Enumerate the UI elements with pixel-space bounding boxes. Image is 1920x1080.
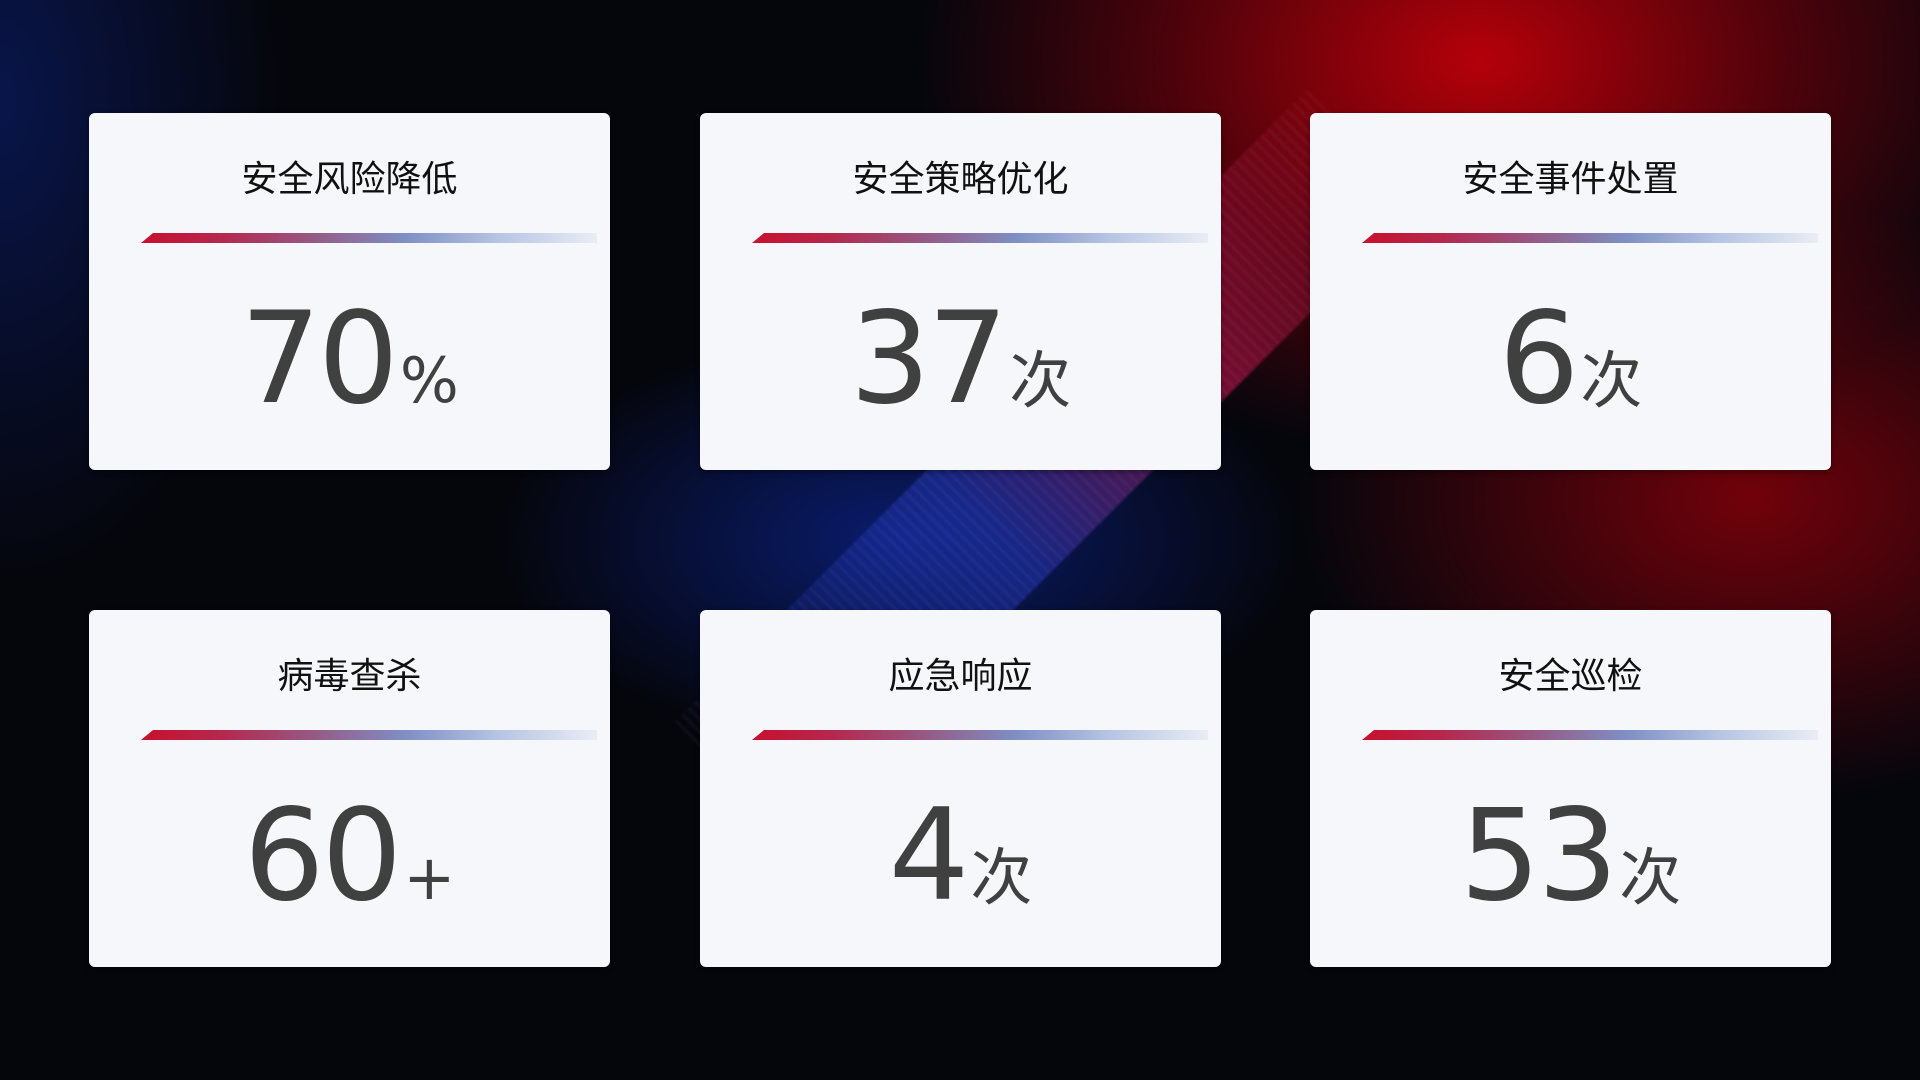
stat-value: 6 [1498, 284, 1580, 432]
gradient-divider [752, 233, 1208, 243]
stat-unit: 次 [970, 841, 1033, 914]
stat-value-group: 70% [89, 283, 610, 472]
stat-title: 安全风险降低 [241, 159, 458, 200]
gradient-divider [1362, 730, 1818, 740]
stat-value: 37 [849, 284, 1009, 432]
stat-card: 应急响应 4次 [700, 610, 1221, 967]
stat-title: 病毒查杀 [277, 656, 422, 697]
stat-value: 70 [240, 284, 399, 432]
stat-card: 安全策略优化 37次 [700, 113, 1221, 470]
gradient-divider [141, 730, 597, 740]
stat-title: 安全策略优化 [852, 159, 1069, 200]
stat-value-group: 6次 [1310, 283, 1831, 472]
stat-value-group: 60+ [89, 780, 610, 969]
stat-title: 应急响应 [888, 656, 1033, 697]
stat-unit: 次 [1580, 344, 1643, 417]
stat-value-group: 37次 [700, 283, 1221, 472]
stat-value: 53 [1459, 781, 1619, 929]
stat-card: 安全事件处置 6次 [1310, 113, 1831, 470]
stat-unit: + [403, 841, 456, 914]
stat-unit: 次 [1009, 344, 1072, 417]
gradient-divider [141, 233, 597, 243]
stat-card: 病毒查杀 60+ [89, 610, 610, 967]
gradient-divider [1362, 233, 1818, 243]
stat-value-group: 53次 [1310, 780, 1831, 969]
stat-value-group: 4次 [700, 780, 1221, 969]
stat-title: 安全事件处置 [1462, 159, 1679, 200]
gradient-divider [752, 730, 1208, 740]
stat-value: 4 [888, 781, 970, 929]
stat-unit: % [399, 344, 459, 417]
stat-card: 安全风险降低 70% [89, 113, 610, 470]
stat-value: 60 [243, 781, 403, 929]
stat-title: 安全巡检 [1498, 656, 1643, 697]
stat-card: 安全巡检 53次 [1310, 610, 1831, 967]
stat-unit: 次 [1619, 841, 1682, 914]
